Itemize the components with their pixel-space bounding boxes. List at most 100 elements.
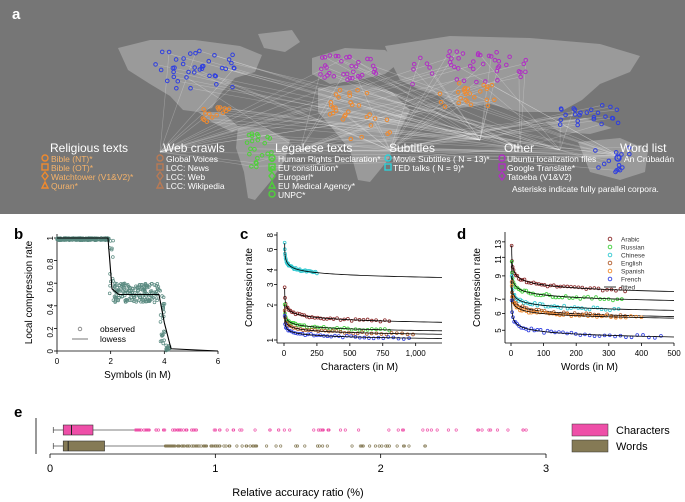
legend-label: Spanish [621,269,645,276]
legend-item: An Crúbadán [624,154,674,164]
outlier-point [525,429,527,431]
outlier-point [422,429,424,431]
legend-observed-label: observed [100,324,135,334]
x-axis-label: Symbols (in M) [104,370,171,380]
data-point [585,288,588,291]
observed-point [108,292,111,295]
x-tick-label: 3 [543,463,549,475]
outlier-point [396,445,398,447]
outlier-point [226,429,228,431]
y-tick-label: 13 [494,239,503,248]
outlier-point [351,445,353,447]
legend-marker [608,269,612,273]
legend-swatch [572,424,608,436]
language-point [596,111,600,115]
x-tick-label: 1,000 [406,349,427,358]
legend-lowess-label: lowess [100,334,126,344]
x-tick-label: 200 [570,349,584,358]
x-tick-label: 1 [212,463,218,475]
legend-religious-title: Religious texts [50,141,128,155]
y-tick-label: 8 [266,232,275,237]
outlier-point [313,429,315,431]
observed-point [159,320,162,323]
y-axis-label: Compression rate [244,248,255,327]
y-tick-label: 0 [46,348,55,353]
data-point [599,298,602,301]
y-tick-label: 9 [494,273,503,278]
x-tick-label: 0 [47,463,53,475]
north-america [118,40,262,112]
fitted-line [512,245,674,291]
outlier-point [357,429,359,431]
y-tick-label: 11 [494,255,503,264]
data-point [358,336,361,339]
language-point [589,108,593,112]
outlier-point [275,445,277,447]
outlier-point [507,429,509,431]
x-tick-label: 0 [282,349,287,358]
legend-legal-title: Legalese texts [275,141,352,155]
y-tick-label: 0.8 [46,258,55,270]
data-point [362,318,365,321]
legend-label: Arabic [621,237,640,244]
outlier-point [426,429,428,431]
outlier-point [283,429,285,431]
box [63,441,104,451]
legend-item: UNPC* [278,190,305,200]
outlier-point [455,429,457,431]
x-tick-label: 2 [378,463,384,475]
legend-wordlist-title: Word list [620,141,666,155]
outlier-point [182,429,184,431]
y-tick-label: 2 [266,302,275,307]
y-tick-label: 0.6 [46,281,55,293]
legend-marker [608,253,612,257]
chart-c-compression-characters: 0 250 500 750 1,000123468Characters (in M)Co… [232,218,454,380]
language-point [616,121,620,125]
legend-item: LCC: Wikipedia [166,181,225,191]
outlier-point [236,445,238,447]
outlier-point [289,429,291,431]
data-point [406,333,409,336]
x-tick-label: 500 [343,349,357,358]
observed-point [109,284,112,287]
outlier-point [190,429,192,431]
y-tick-label: 1 [266,337,275,342]
outlier-point [374,445,376,447]
outlier-point [279,445,281,447]
y-tick-label: 4 [266,267,275,272]
chart-d-compression-words: 0 100 200 300 400 500 5 6 7 9 11 13 Words (in M) Comp… [454,218,685,380]
legend-label: Chinese [621,253,645,260]
observed-point [111,256,114,259]
y-tick-label: 6 [266,247,275,252]
y-tick-label: 6 [494,311,503,316]
legend-label: French [621,277,642,284]
x-tick-label: 500 [667,349,681,358]
outlier-point [321,445,323,447]
legend-web-title: Web crawls [163,141,225,155]
x-tick-label: 250 [310,349,324,358]
legend-swatch [572,440,608,452]
y-axis-label: Compression rate [472,248,483,327]
x-tick-label: 6 [216,357,221,366]
x-tick-label: 0 [55,357,60,366]
outlier-point [408,445,410,447]
chart-b-compression-local: 0 2 4 600.20.40.60.81Symbols (in M)Local co… [0,218,230,380]
outlier-point [326,445,328,447]
outlier-point [430,429,432,431]
y-tick-label: 1 [46,235,55,240]
legend-observed-marker [78,327,82,331]
legend-item: TED talks ( N = 9)* [393,163,464,173]
x-tick-label: 750 [376,349,390,358]
x-tick-label: 100 [537,349,551,358]
legend-label: English [621,261,643,268]
y-axis-label: Local compression rate [24,240,35,344]
outlier-point [296,445,298,447]
x-axis-label: Characters (in M) [321,362,398,373]
chart-e-accuracy-boxplot: 0 1 2 3Relative accuracy ratio (%)Character… [0,396,685,502]
outlier-point [381,445,383,447]
legend-label: fitted [621,285,635,292]
panel-a-world-map: a Religious texts Bible (NT)* Bible (OT)… [0,0,685,214]
legend-item: Quran* [51,181,78,191]
legend-item: Tatoeba (V1&V2) [507,172,572,182]
fitted-line [512,262,674,301]
